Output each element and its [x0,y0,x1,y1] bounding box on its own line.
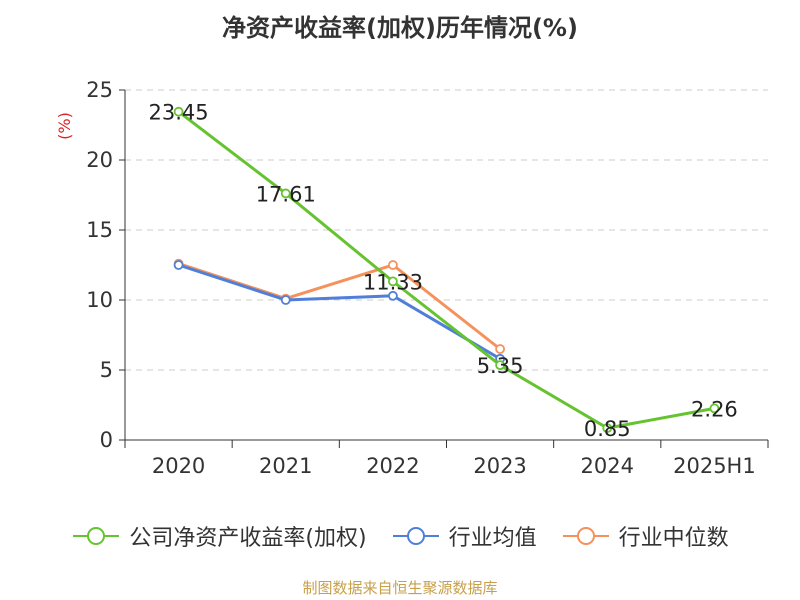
legend-marker-icon [392,527,439,545]
x-tick-label: 2024 [581,454,634,478]
data-label: 2.26 [691,397,738,421]
x-tick-label: 2021 [259,454,312,478]
legend-marker-icon [562,527,609,545]
grid-layer [125,89,768,371]
series-line [178,263,501,361]
data-label: 23.45 [149,101,209,125]
data-point [388,276,398,287]
y-tick-label: 5 [100,358,113,382]
data-label: 11.33 [363,270,423,294]
legend-marker-icon [73,527,120,545]
data-point [602,423,613,434]
x-tick-label: 2022 [366,454,419,478]
legend: 公司净资产收益率(加权) 行业均值 行业中位数 [0,520,800,554]
data-label: 17.61 [256,182,316,206]
series-line [178,262,502,351]
x-tick-label: 2023 [473,454,526,478]
data-point [280,188,291,199]
data-point [709,403,720,414]
data-point [280,295,291,305]
series-line [177,110,715,430]
data-point [173,260,184,270]
legend-label: 行业中位数 [618,526,729,551]
data-point [495,360,505,371]
source-note: 制图数据来自恒生聚源数据库 [302,579,498,597]
data-point [173,106,184,117]
y-axis-label: (%) [55,112,74,140]
x-tick-label: 2020 [152,454,205,478]
legend-item[interactable]: 公司净资产收益率(加权) [71,520,367,552]
legend-label: 行业均值 [448,526,537,551]
chart-title: 净资产收益率(加权)历年情况(%) [222,14,578,42]
data-point [388,290,398,301]
x-tick-label: 2025H1 [673,454,756,478]
data-label-layer: 23.45 17.61 11.33 5.35 0.85 2.26 [149,101,738,441]
legend-label: 公司净资产收益率(加权) [129,526,367,551]
y-tick-label: 0 [100,428,113,452]
y-tick-label: 20 [86,148,113,172]
legend-item[interactable]: 行业中位数 [561,520,729,552]
y-tick-label: 10 [86,288,113,312]
series-layer [173,106,720,434]
legend-item[interactable]: 行业均值 [391,520,537,552]
data-point [388,260,398,270]
y-tick-label: 25 [86,78,113,102]
data-label: 5.35 [477,354,524,378]
y-tick-label: 15 [86,218,113,242]
data-label: 0.85 [584,417,631,441]
axis-layer: 0 5 10 15 20 25 2020 2021 2022 2023 2024 2025H1 (%) [55,78,769,478]
data-point [495,344,505,354]
